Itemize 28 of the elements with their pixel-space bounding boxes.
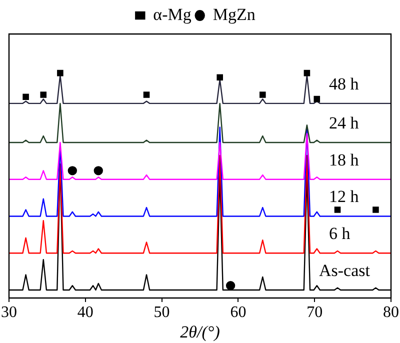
point [143,92,150,98]
point [22,94,29,100]
x-tick-label: 40 [77,304,94,321]
x-axis-title: 2θ/(°) [180,322,220,342]
series-label: 12 h [329,187,360,206]
point [304,70,310,76]
point [94,166,103,176]
series-label: As-cast [319,260,370,280]
legend-label: α-Mg [153,4,192,24]
point [40,92,47,98]
x-tick-label: 60 [230,304,246,321]
point [260,92,266,98]
x-tick-label: 70 [306,304,323,321]
series-label: 48 h [329,74,360,94]
x-tick-label: 50 [154,304,170,321]
legend-label: MgZn [212,4,256,24]
point [68,166,78,176]
point [314,96,320,102]
x-tick-label: 80 [383,304,399,321]
point [334,206,341,213]
point [226,281,236,290]
series-label: 18 h [329,150,360,170]
series-label: 6 h [329,224,351,244]
point [216,74,224,81]
point [372,206,379,213]
series-label: 24 h [329,113,360,132]
point [57,70,64,76]
x-tick-label: 30 [1,304,17,321]
